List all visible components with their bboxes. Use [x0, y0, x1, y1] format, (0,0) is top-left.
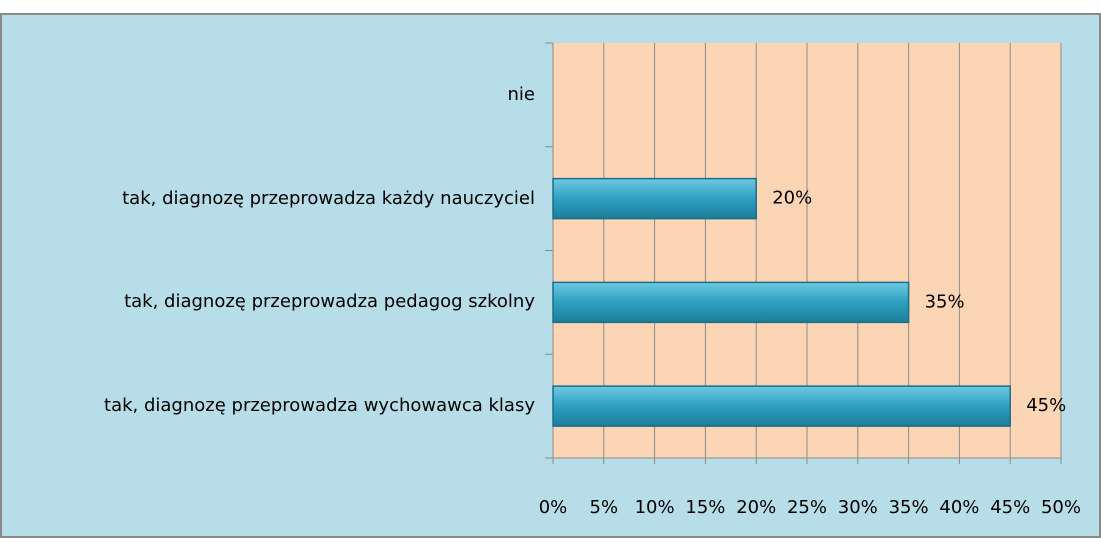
x-tick-label: 15% [685, 497, 725, 518]
category-label-box: nie [507, 83, 535, 105]
x-tick-label: 10% [635, 497, 675, 518]
y-tick-label: tak, diagnozę przeprowadza każdy nauczyc… [122, 187, 535, 209]
data-label: 20% [772, 188, 812, 209]
x-tick-label: 40% [939, 497, 979, 518]
x-tick-label: 0% [539, 497, 568, 518]
category-label-box: tak, diagnozę przeprowadza pedagog szkol… [124, 291, 535, 313]
x-tick-label: 20% [736, 497, 776, 518]
x-tick-label: 30% [838, 497, 878, 518]
category-label-box: tak, diagnozę przeprowadza każdy nauczyc… [122, 187, 535, 209]
x-tick-label: 45% [990, 497, 1030, 518]
bar [552, 177, 757, 220]
y-tick-label: tak, diagnozę przeprowadza pedagog szkol… [124, 291, 535, 313]
bar [552, 385, 1011, 427]
category-label-box: tak, diagnozę przeprowadza wychowawca kl… [104, 395, 535, 417]
x-tick-label: 35% [889, 497, 929, 518]
y-tick-label: tak, diagnozę przeprowadza wychowawca kl… [104, 395, 535, 417]
x-tick-label: 50% [1041, 497, 1081, 518]
x-tick-label: 5% [590, 497, 619, 518]
y-tick-label: nie [507, 83, 535, 105]
bar [552, 281, 910, 324]
data-label: 35% [925, 291, 965, 312]
data-label: 45% [1026, 395, 1066, 416]
x-tick-label: 25% [787, 497, 827, 518]
